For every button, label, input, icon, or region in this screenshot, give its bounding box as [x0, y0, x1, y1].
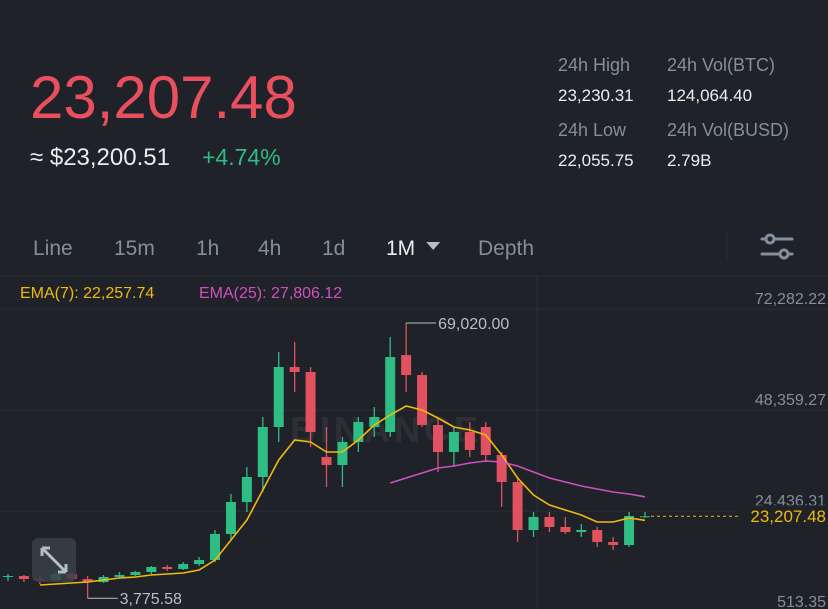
price-change: +4.74%: [202, 144, 281, 170]
extreme-label: 3,775.58: [120, 591, 182, 608]
candle-body: [194, 559, 205, 564]
price-tag: [738, 505, 828, 528]
candle-body: [576, 529, 587, 533]
last-price: 23,207.48: [30, 64, 297, 131]
candle-body: [432, 425, 443, 453]
y-tick-label: 48,359.27: [755, 392, 826, 409]
tab[interactable]: Depth: [478, 237, 534, 260]
candle-body: [146, 566, 157, 573]
candle-body: [401, 355, 412, 376]
interval-tabs: Line 15m 1h 4h 1d 1M Depth: [33, 237, 534, 260]
candle-body: [512, 482, 523, 530]
candle-body: [114, 575, 125, 577]
y-tick-label: 72,282.22: [755, 291, 826, 308]
candle-body: [257, 427, 268, 477]
dropdown-caret[interactable]: [426, 242, 441, 250]
candle-body: [337, 442, 348, 466]
stat-label: 24h Vol(BUSD): [667, 120, 789, 140]
candle-body: [162, 566, 173, 570]
candle-body: [464, 432, 475, 450]
candle-body: [544, 516, 555, 527]
candle-body: [225, 502, 236, 535]
tab[interactable]: Line: [33, 237, 73, 260]
y-tick-label: 513.35: [777, 594, 826, 609]
candle-body: [417, 375, 428, 426]
ema-line: [389, 460, 646, 498]
tab[interactable]: 1d: [322, 237, 345, 260]
legend-entry: EMA(7): 22,257.74: [20, 285, 154, 302]
candle-body: [178, 563, 189, 570]
candle-body: [3, 575, 13, 577]
candle-body: [608, 542, 619, 546]
candle-body: [592, 529, 603, 543]
price-tag-label: 23,207.48: [750, 507, 826, 526]
fiat-price: ≈ $23,200.51: [30, 144, 170, 171]
tab[interactable]: 15m: [114, 237, 155, 260]
candle-body: [273, 367, 284, 428]
tab[interactable]: 4h: [258, 237, 281, 260]
candle-body: [369, 417, 380, 428]
candle-chart: BINANCE513.3524,436.3148,359.2772,282.22…: [0, 285, 828, 609]
stat-label: 24h Low: [558, 120, 627, 140]
candle-body: [210, 534, 221, 560]
stat-value: 23,230.31: [558, 86, 634, 105]
settings-icon[interactable]: [760, 233, 794, 260]
tab[interactable]: 1M: [386, 237, 415, 260]
candle-body: [241, 476, 252, 503]
ema-line: [39, 405, 646, 586]
stat-value: 124,064.40: [667, 86, 752, 105]
candle-body: [130, 572, 141, 576]
candle-body: [624, 515, 635, 546]
expand-button[interactable]: [32, 538, 76, 582]
watermark: BINANCE: [290, 409, 482, 450]
stat-label: 24h High: [558, 55, 630, 75]
candle-body: [385, 357, 396, 433]
candle-body: [480, 427, 491, 456]
candle-body: [18, 575, 29, 580]
candle-body: [496, 455, 507, 483]
candle-body: [82, 579, 93, 583]
candle-body: [640, 516, 650, 518]
candle-body: [321, 457, 332, 466]
stats: 24h High 23,230.31 24h Vol(BTC) 124,064.40 2…: [558, 55, 789, 170]
candle-body: [560, 526, 571, 533]
stat-value: 22,055.75: [558, 151, 634, 170]
candle-body: [448, 432, 459, 453]
candle-body: [289, 367, 300, 373]
candle-body: [305, 372, 316, 433]
candle-body: [528, 516, 539, 530]
candle-body: [353, 422, 364, 443]
tab[interactable]: 1h: [196, 237, 219, 260]
legend-entry: EMA(25): 27,806.12: [199, 285, 342, 302]
stat-value: 2.79B: [667, 151, 711, 170]
extreme-label: 69,020.00: [438, 316, 509, 333]
stat-label: 24h Vol(BTC): [667, 55, 775, 75]
